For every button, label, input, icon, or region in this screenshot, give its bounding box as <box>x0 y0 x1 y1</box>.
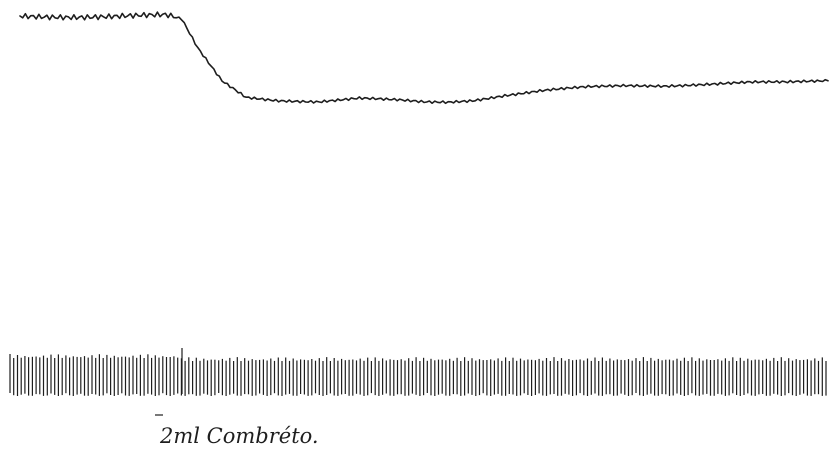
trace-series-line <box>19 11 829 105</box>
annotation-label: 2ml Combréto. <box>159 424 319 448</box>
main-trace-group <box>19 11 829 105</box>
heartbeat-ticks-group <box>9 348 827 396</box>
